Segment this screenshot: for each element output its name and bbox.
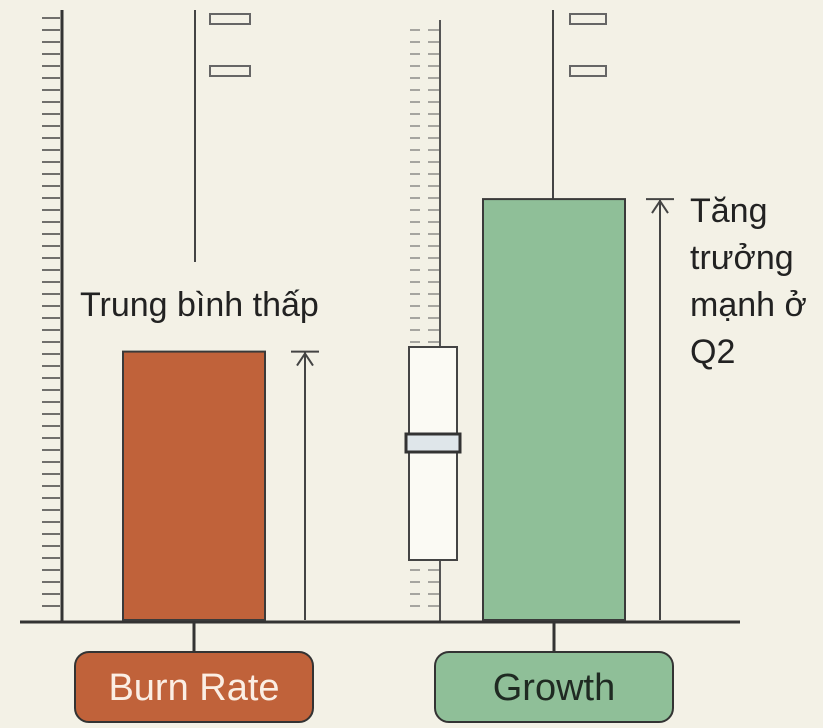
x-tick-label: Growth xyxy=(493,667,615,709)
page: Burn Rate Growth Trung bình thấp Tăng trư… xyxy=(0,0,823,728)
annotation: Trung bình thấp xyxy=(80,282,319,329)
bar xyxy=(483,199,625,620)
x-tick-label: Burn Rate xyxy=(108,667,279,709)
ruler xyxy=(32,10,62,616)
icon xyxy=(210,14,250,24)
icon xyxy=(570,14,606,24)
icon xyxy=(570,66,606,76)
slider-handle xyxy=(406,434,460,452)
annotation: Tăng trưởng mạnh ở Q2 xyxy=(690,188,815,376)
bar xyxy=(123,352,265,620)
icon xyxy=(210,66,250,76)
